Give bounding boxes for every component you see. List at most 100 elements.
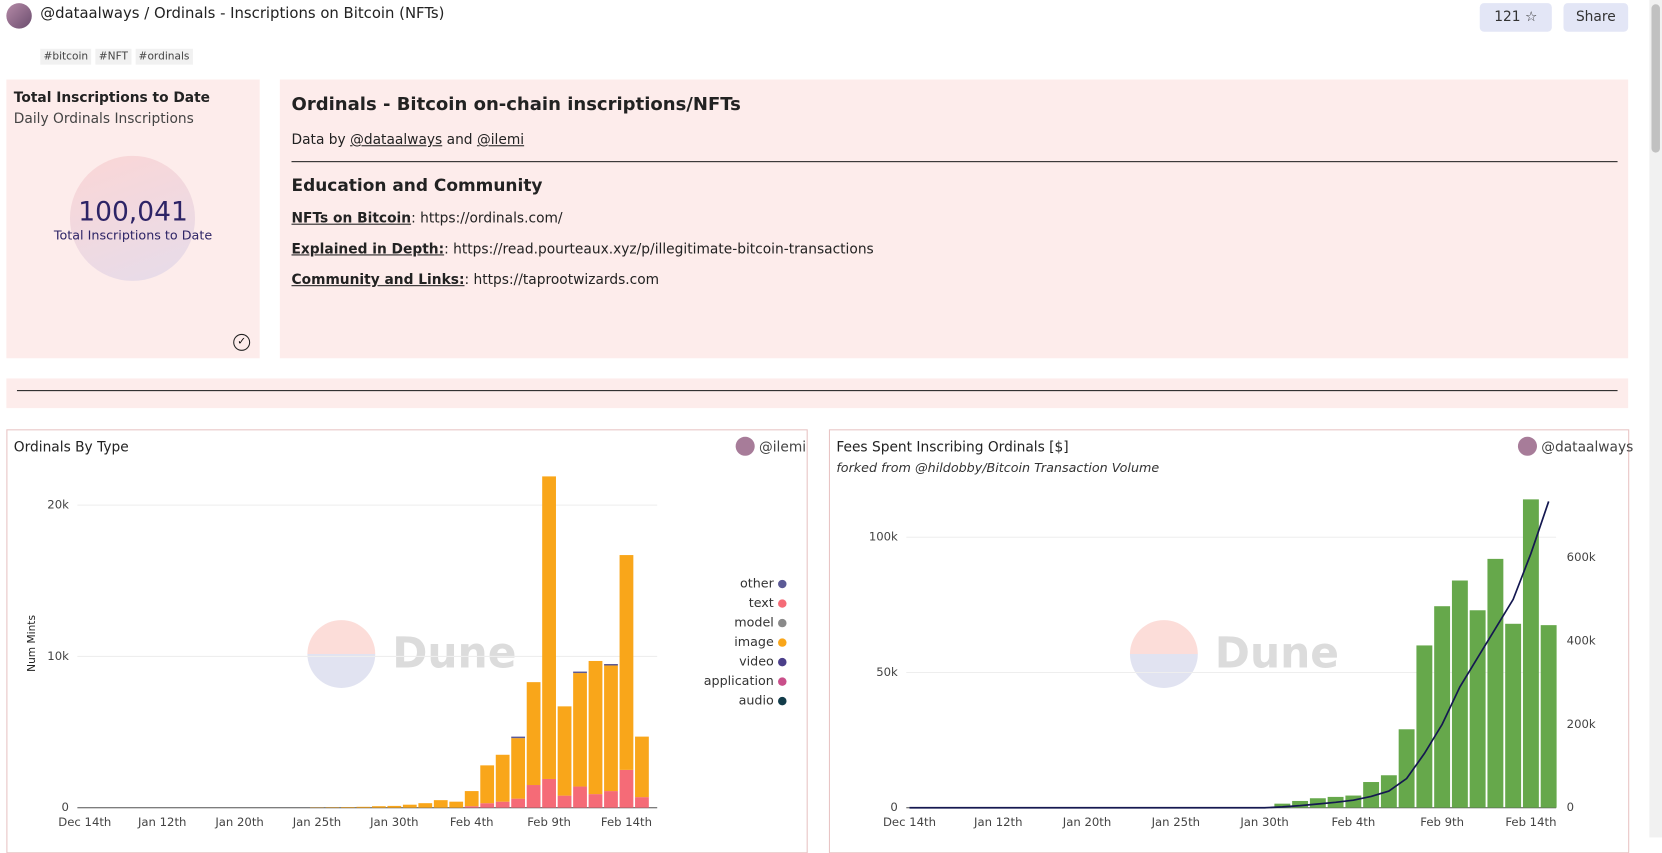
y-axis-label: Num Mints <box>26 615 38 672</box>
bar <box>1416 645 1432 807</box>
bar-segment <box>558 796 572 808</box>
bar-segment <box>465 806 479 808</box>
legend-label: text <box>749 595 774 610</box>
legend-swatch <box>778 580 786 588</box>
x-tick-label: Jan 20th <box>1062 815 1111 829</box>
bar <box>1487 559 1503 808</box>
bar-segment <box>418 803 432 808</box>
x-tick-label: Jan 30th <box>369 815 418 829</box>
y-tick-label: 100k <box>869 530 898 544</box>
bar-segment <box>527 682 541 785</box>
chart-title: Fees Spent Inscribing Ordinals [$] <box>836 439 1068 455</box>
bar <box>1470 610 1486 807</box>
bar <box>1541 625 1557 808</box>
bar-segment <box>387 806 401 808</box>
chart-owner: @dataalways <box>1541 439 1633 455</box>
watermark: Dune <box>392 629 516 678</box>
owner-avatar <box>1518 437 1537 456</box>
watermark-logo <box>307 654 375 688</box>
y-tick-label: 10k <box>47 649 69 663</box>
y-tick-label: 20k <box>47 498 69 512</box>
legend-swatch <box>778 599 786 607</box>
bar <box>1452 581 1468 808</box>
bar-segment <box>480 765 494 803</box>
watermark-logo <box>1130 654 1198 688</box>
legend-swatch <box>778 638 786 646</box>
legend-label: video <box>739 654 774 669</box>
legend-swatch <box>778 677 786 685</box>
x-tick-label: Feb 9th <box>527 815 571 829</box>
y-tick-label: 0 <box>61 800 68 814</box>
legend-swatch <box>778 658 786 666</box>
x-tick-label: Feb 14th <box>601 815 652 829</box>
owner-avatar <box>736 437 755 456</box>
x-tick-label: Jan 30th <box>1239 815 1288 829</box>
bar-segment <box>527 785 541 808</box>
legend-label: audio <box>739 693 774 708</box>
bar-segment <box>620 555 634 770</box>
watermark-logo <box>307 620 375 654</box>
bar-segment <box>604 666 618 792</box>
bar-segment <box>589 661 603 794</box>
bar-segment <box>542 476 556 779</box>
x-tick-label: Feb 4th <box>1331 815 1375 829</box>
legend-swatch <box>778 697 786 705</box>
bar-segment <box>542 779 556 808</box>
bar-segment <box>511 799 525 808</box>
bar-segment <box>449 802 463 808</box>
x-tick-label: Dec 14th <box>58 815 111 829</box>
bar-segment <box>465 791 479 806</box>
bar-segment <box>511 738 525 799</box>
bar-segment <box>573 673 587 786</box>
watermark-logo <box>1130 620 1198 654</box>
chart-owner: @ilemi <box>759 439 806 455</box>
bar-segment <box>356 807 370 808</box>
y-tick-label: 0 <box>890 800 897 814</box>
y2-tick-label: 400k <box>1567 634 1596 648</box>
bar-segment <box>496 755 510 802</box>
bar-segment <box>604 664 618 666</box>
chart-subtitle: forked from @hildobby/Bitcoin Transactio… <box>836 460 1159 475</box>
bar-segment <box>573 787 587 808</box>
watermark: Dune <box>1215 629 1339 678</box>
y2-tick-label: 0 <box>1567 800 1574 814</box>
bar <box>1399 729 1415 807</box>
legend-label: model <box>734 615 774 630</box>
bar-segment <box>511 737 525 739</box>
x-tick-label: Jan 12th <box>973 815 1022 829</box>
x-tick-label: Feb 4th <box>450 815 494 829</box>
bar-segment <box>620 770 634 808</box>
x-tick-label: Jan 20th <box>214 815 263 829</box>
x-tick-label: Feb 9th <box>1420 815 1464 829</box>
y2-tick-label: 200k <box>1567 717 1596 731</box>
bar-segment <box>635 737 649 798</box>
bar <box>1434 606 1450 808</box>
x-tick-label: Jan 25th <box>292 815 341 829</box>
bar-segment <box>573 672 587 674</box>
bar-segment <box>480 803 494 808</box>
legend-label: other <box>740 576 775 591</box>
legend-swatch <box>778 619 786 627</box>
bar-segment <box>372 806 386 808</box>
x-tick-label: Feb 14th <box>1505 815 1556 829</box>
bar-segment <box>341 807 355 808</box>
y2-tick-label: 600k <box>1567 550 1596 564</box>
bar-segment <box>589 794 603 808</box>
bar-segment <box>635 797 649 808</box>
bar <box>1523 499 1539 807</box>
bar-segment <box>558 706 572 795</box>
y-tick-label: 50k <box>876 665 898 679</box>
legend-label: application <box>704 673 774 688</box>
bar-segment <box>403 805 417 808</box>
x-tick-label: Dec 14th <box>883 815 936 829</box>
legend-label: image <box>734 634 774 649</box>
bar-segment <box>434 800 448 808</box>
bar-segment <box>604 791 618 808</box>
chart-title: Ordinals By Type <box>14 439 129 455</box>
bar-segment <box>496 802 510 808</box>
x-tick-label: Jan 12th <box>137 815 186 829</box>
x-tick-label: Jan 25th <box>1151 815 1200 829</box>
